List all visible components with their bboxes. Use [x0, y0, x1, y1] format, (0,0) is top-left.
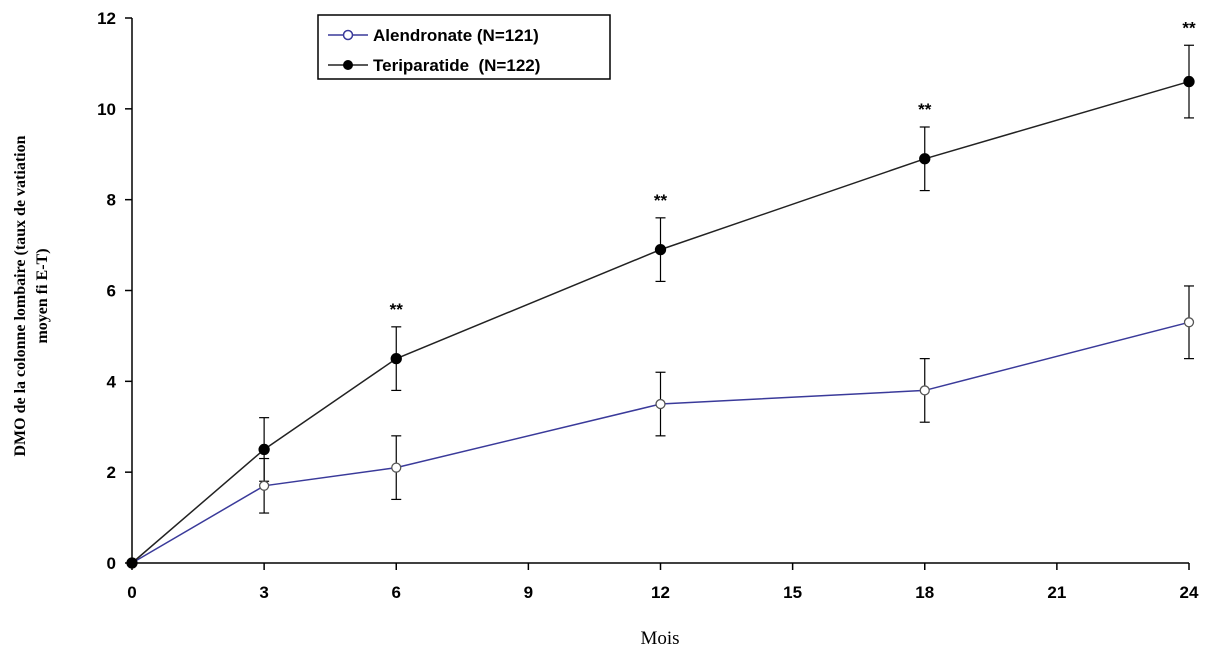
- data-point: [258, 480, 270, 491]
- markers-alendronate: [126, 317, 1195, 569]
- significance-marker: **: [1182, 18, 1196, 37]
- data-point: [655, 398, 666, 410]
- y-tick-label: 12: [97, 9, 116, 28]
- y-axis-title-line2: moyen fi E-T): [34, 248, 51, 343]
- significance-marker: **: [918, 100, 932, 119]
- series-alendronate: [131, 285, 1194, 564]
- x-tick-label: 24: [1180, 583, 1199, 602]
- legend-label-teriparatide: Teriparatide (N=122): [373, 56, 540, 75]
- x-tick-label: 6: [392, 583, 401, 602]
- significance-marker: **: [654, 191, 668, 210]
- series-line: [131, 321, 1190, 564]
- y-tick-label: 6: [107, 282, 116, 301]
- data-point: [919, 153, 931, 165]
- data-point: [1183, 75, 1195, 88]
- series-layer: [126, 44, 1195, 569]
- significance-marker: **: [390, 300, 404, 319]
- series-line: [131, 80, 1190, 564]
- annotations: ** ** ** **: [390, 18, 1196, 319]
- data-point: [390, 352, 402, 365]
- y-tick-label: 10: [97, 100, 116, 119]
- axes: [131, 18, 1189, 564]
- y-tick-label: 8: [107, 191, 116, 210]
- x-axis-title: Mois: [640, 628, 679, 649]
- legend: Alendronate (N=121) Teriparatide (N=122): [317, 14, 611, 80]
- x-tick-label: 18: [915, 583, 934, 602]
- x-tick-label: 0: [127, 583, 136, 602]
- x-tick-label: 15: [783, 583, 802, 602]
- y-tick-label: 0: [107, 554, 116, 573]
- y-tick-label: 2: [107, 463, 116, 482]
- legend-box: [317, 14, 611, 80]
- legend-marker-alendronate: [342, 29, 354, 41]
- x-tick-label: 3: [259, 583, 268, 602]
- legend-item-teriparatide: Teriparatide (N=122): [328, 56, 540, 75]
- legend-label-alendronate: Alendronate (N=121): [373, 26, 539, 45]
- legend-item-alendronate: Alendronate (N=121): [328, 26, 539, 45]
- legend-marker-teriparatide: [343, 60, 353, 70]
- x-tick-label: 9: [524, 583, 533, 602]
- x-tick-label: 12: [651, 583, 670, 602]
- markers-teriparatide: [126, 75, 1195, 569]
- y-tick-label: 4: [107, 372, 117, 391]
- data-point: [919, 385, 930, 396]
- data-point: [1183, 317, 1195, 328]
- data-point: [654, 243, 667, 256]
- data-point: [126, 557, 138, 569]
- y-axis-title-line1: DMO de la colonne lombaire (taux de vati…: [12, 135, 29, 456]
- x-tick-label: 21: [1047, 583, 1066, 602]
- data-point: [258, 443, 270, 456]
- data-point: [391, 462, 402, 473]
- series-teriparatide: [131, 44, 1194, 564]
